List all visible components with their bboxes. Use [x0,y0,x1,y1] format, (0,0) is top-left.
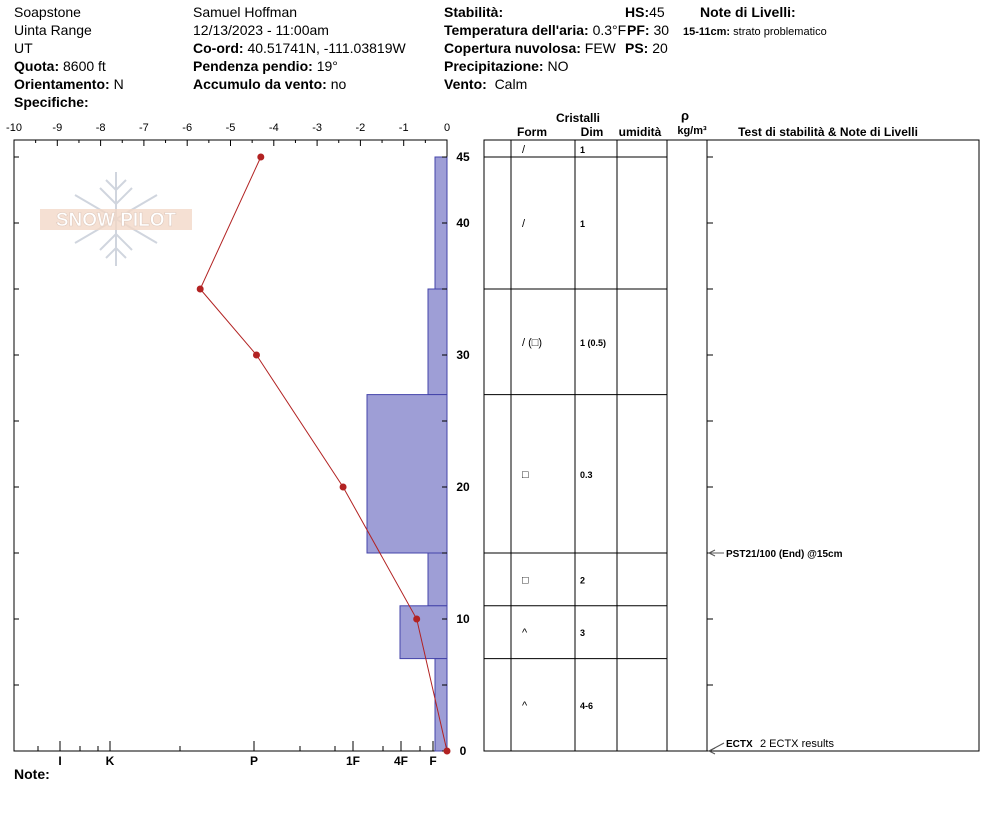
watermark-text: SNOW PILOT [56,210,177,231]
layer-size: 4-6 [580,701,593,711]
nuvolosa: Copertura nuvolosa: FEW [444,40,616,56]
note-livelli-entry: 15-11cm: strato problematico [683,26,827,38]
hardness-label: P [250,754,258,768]
temperature-point [443,747,451,755]
pf: PF: 30 [627,22,670,38]
range: Uinta Range [14,22,92,38]
temperature-point [252,351,260,359]
rho-header: ρ [681,108,689,123]
x-tick-label: -10 [6,122,22,134]
layer-form: □ [522,574,529,586]
pendenza: Pendenza pendio: 19° [193,58,338,74]
x-tick-label: -5 [226,122,236,134]
location: Soapstone [14,4,81,20]
temperature-axis: -10 -9 -8 -7 -6 -5 -4 -3 -2 -1 0 [6,122,450,146]
datetime: 12/13/2023 - 11:00am [193,22,329,38]
test-arrowhead [707,747,716,755]
accumulo: Accumulo da vento: no [193,76,347,92]
hardness-label: F [429,754,436,768]
tests-header: Test di stabilità & Note di Livelli [738,125,918,139]
note-label: Note: [14,766,50,782]
test-label: ECTX [726,739,753,750]
y-tick-label: 10 [456,612,470,626]
x-tick-label: -2 [356,122,366,134]
note-livelli-title: Note di Livelli: [700,4,796,20]
temperature-point [339,483,347,491]
temperatura: Temperatura dell'aria: 0.3°F [444,22,627,38]
layer-size: 1 [580,219,585,229]
hardness-bar [427,552,448,607]
ps: PS: 20 [625,40,668,56]
x-tick-label: -4 [269,122,279,134]
temperature-point [196,285,204,293]
x-tick-label: -8 [96,122,106,134]
temperature-profile [196,153,451,755]
layer-table: 1 / / 1 / (□) 1 (0.5) □ 0.3 □ 2 ^ 3 ^ 4-6 [484,144,667,712]
hardness-label: K [106,754,115,768]
x-tick-label: 0 [444,122,450,134]
layer-size: 0.3 [580,470,593,480]
x-tick-label: -3 [312,122,322,134]
layer-form: ^ [522,627,528,639]
precipitazione: Precipitazione: NO [444,58,569,74]
temperature-point [257,153,265,161]
layer-form: / (□) [522,337,542,349]
hardness-axis: I K P 1F 4F F [37,741,437,768]
coord: Co-ord: 40.51741N, -111.03819W [193,40,406,56]
state: UT [14,40,33,56]
hardness-label: 1F [346,754,360,768]
x-tick-label: -9 [52,122,62,134]
layer-size: 2 [580,575,585,585]
hardness-label: I [58,754,61,768]
temperature-point [413,615,421,623]
layer-size: 1 (0.5) [580,338,606,348]
orientamento: Orientamento: N [14,76,124,92]
hardness-layers [366,156,448,752]
observer: Samuel Hoffman [193,4,298,20]
layer-form: / [522,144,526,156]
vento: Vento: Calm [444,76,528,92]
test-detail: 2 ECTX results [760,738,834,750]
layer-table-frame [483,139,980,752]
hardness-bar [434,658,448,752]
temperature-line [199,156,448,752]
y-tick-label: 45 [456,150,470,164]
umidita-header: umidità [619,125,662,139]
form-header: Form [517,125,547,139]
cristalli-header: Cristalli [556,111,600,125]
hardness-bar [427,288,448,396]
hardness-label: 4F [394,754,408,768]
specifiche: Specifiche: [14,94,89,110]
y-tick-label: 30 [456,348,470,362]
layer-form: ^ [522,700,528,712]
y-tick-label: 0 [460,744,467,758]
hs: HS:45 [625,4,665,20]
test-label: PST21/100 (End) @15cm [726,549,843,560]
depth-axis: 45 40 30 20 10 0 [14,150,713,758]
test-arrowhead [707,549,716,557]
y-tick-label: 20 [456,480,470,494]
quota: Quota: 8600 ft [14,58,106,74]
x-tick-label: -6 [182,122,192,134]
stability-tests: PST21/100 (End) @15cm ECTX 2 ECTX results [707,549,843,755]
density-unit-header: kg/m³ [677,125,707,137]
x-tick-label: -1 [399,122,409,134]
y-tick-label: 40 [456,216,470,230]
layer-size: 3 [580,628,585,638]
snowpilot-watermark: SNOW PILOT [40,172,192,266]
layer-form: / [522,218,526,230]
layer-size: 1 [580,145,585,155]
layer-form: □ [522,469,529,481]
hardness-bar [366,394,448,554]
stabilita: Stabilità: [444,4,504,20]
dim-header: Dim [581,125,604,139]
x-tick-label: -7 [139,122,149,134]
